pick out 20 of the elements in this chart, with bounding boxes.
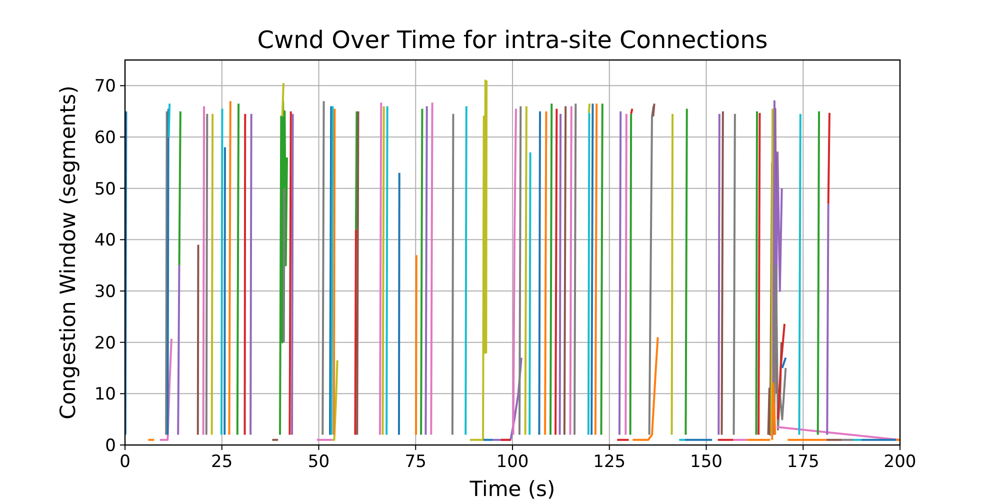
y-tick-label: 70 <box>94 76 116 97</box>
y-tick-label: 0 <box>105 436 116 456</box>
y-tick-label: 30 <box>94 282 116 302</box>
x-tick-label: 175 <box>786 452 820 472</box>
x-tick-label: 100 <box>496 452 529 472</box>
x-tick-label: 125 <box>593 452 626 472</box>
y-tick-label: 60 <box>94 128 116 148</box>
x-tick-label: 0 <box>120 452 130 472</box>
chart-title: Cwnd Over Time for intra-site Connections <box>257 26 768 54</box>
y-tick-label: 40 <box>94 230 116 251</box>
y-axis-title: Congestion Window (segments) <box>56 86 80 420</box>
x-tick-label: 200 <box>884 452 916 472</box>
x-tick-label: 150 <box>690 452 722 472</box>
y-tick-label: 20 <box>94 333 116 354</box>
y-tick-label: 50 <box>94 179 116 200</box>
x-tick-label: 25 <box>211 452 233 472</box>
x-axis-title: Time (s) <box>468 477 556 500</box>
x-tick-label: 75 <box>404 452 426 472</box>
x-tick-label: 50 <box>308 452 330 472</box>
y-tick-label: 10 <box>94 384 116 405</box>
